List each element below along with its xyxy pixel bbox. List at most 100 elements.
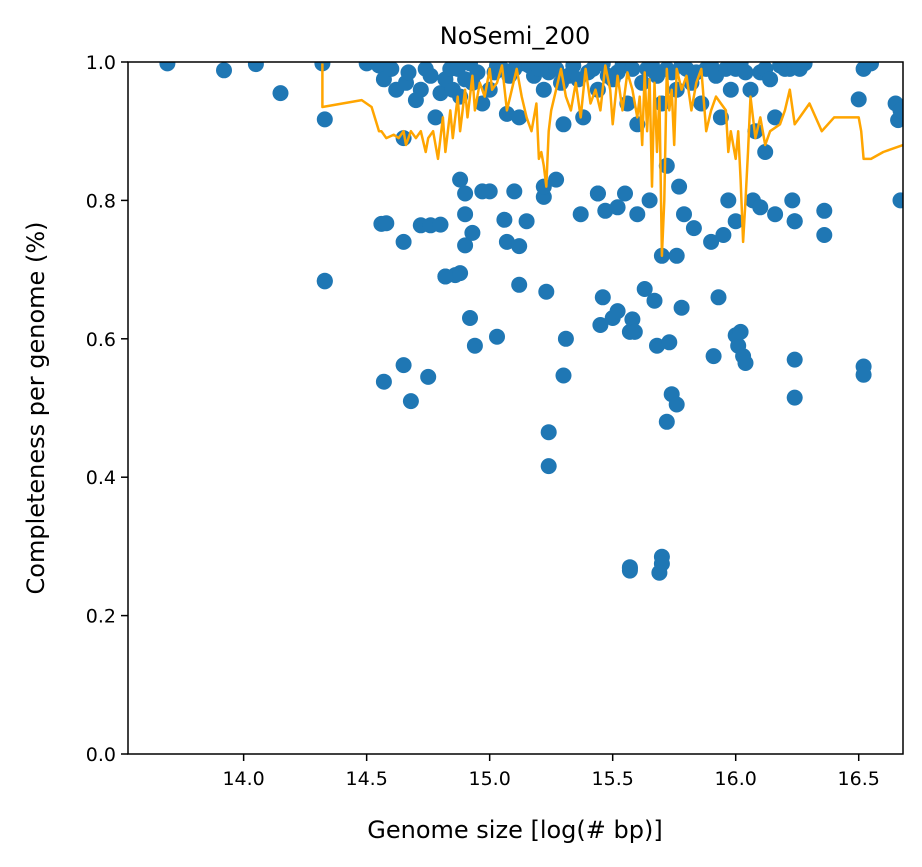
x-axis: 14.0 14.5 15.0 15.5 16.0 16.5 — [222, 754, 880, 790]
data-point — [685, 220, 702, 237]
data-point — [658, 157, 675, 174]
data-point — [742, 81, 759, 98]
data-point — [511, 276, 528, 293]
data-point — [518, 213, 535, 230]
data-point — [767, 206, 784, 223]
data-point — [720, 192, 737, 209]
data-point — [432, 85, 449, 102]
data-point — [432, 216, 449, 233]
data-point — [757, 144, 774, 160]
data-point — [575, 109, 592, 126]
data-point — [498, 233, 515, 250]
data-point — [722, 81, 739, 98]
data-point — [216, 62, 232, 79]
data-point — [378, 215, 395, 232]
data-point — [548, 171, 565, 188]
data-point — [540, 424, 557, 441]
data-point — [400, 64, 417, 81]
data-point — [247, 62, 264, 73]
x-tick-label: 15.5 — [592, 768, 634, 790]
data-point — [636, 281, 653, 297]
data-point — [609, 199, 626, 216]
data-point — [457, 206, 474, 223]
data-point — [555, 116, 572, 133]
x-axis-label: Genome size [log(# bp)] — [367, 816, 662, 844]
data-point — [641, 192, 658, 209]
data-point — [592, 317, 609, 333]
data-point — [489, 328, 505, 345]
data-point — [538, 283, 555, 300]
data-point — [383, 62, 400, 77]
data-point — [506, 183, 523, 200]
data-point — [786, 213, 803, 230]
data-point — [710, 289, 727, 306]
data-point — [402, 393, 419, 410]
y-tick-label: 0.2 — [86, 606, 116, 628]
data-point — [371, 62, 387, 74]
y-axis-label: Completeness per genome (%) — [22, 222, 50, 595]
data-point — [375, 373, 392, 390]
data-point — [658, 413, 675, 430]
x-tick-label: 15.0 — [469, 768, 511, 790]
y-tick-label: 0.4 — [86, 467, 116, 489]
chart-title: NoSemi_200 — [440, 22, 591, 50]
data-point — [457, 237, 474, 254]
data-point — [511, 238, 528, 255]
data-point — [427, 109, 444, 126]
data-point — [498, 105, 515, 122]
data-point — [693, 95, 710, 112]
data-point — [452, 171, 469, 188]
data-point — [786, 389, 803, 406]
data-point — [437, 268, 454, 285]
axes-frame — [127, 61, 904, 755]
y-tick-label: 1.0 — [86, 52, 116, 74]
data-point — [784, 192, 801, 209]
data-point — [703, 233, 720, 250]
data-point — [676, 206, 692, 223]
data-point — [705, 348, 722, 365]
data-point — [634, 74, 651, 91]
y-tick-label: 0.6 — [86, 329, 116, 351]
data-point — [572, 206, 589, 223]
data-point — [668, 396, 685, 413]
data-point — [316, 273, 333, 290]
data-point — [892, 102, 903, 119]
data-point — [412, 81, 429, 98]
data-point — [727, 213, 744, 230]
data-point — [609, 303, 626, 320]
data-point — [466, 337, 483, 354]
data-point — [511, 109, 528, 126]
data-point — [646, 292, 663, 309]
data-point — [626, 323, 643, 340]
data-point — [863, 62, 879, 72]
data-point — [752, 199, 769, 216]
data-point — [621, 560, 638, 577]
data-point — [892, 192, 903, 209]
data-point — [671, 178, 688, 195]
x-tick-label: 16.0 — [715, 768, 757, 790]
data-point — [661, 334, 678, 351]
data-point — [624, 311, 641, 328]
data-point — [462, 310, 478, 326]
data-point — [762, 71, 779, 88]
data-point — [395, 233, 412, 250]
data-point — [855, 366, 872, 383]
data-point — [629, 206, 646, 223]
data-point — [481, 183, 498, 200]
data-point — [715, 227, 732, 243]
x-tick-label: 16.5 — [838, 768, 880, 790]
trend-line — [321, 63, 903, 258]
data-point — [594, 289, 611, 306]
data-point — [358, 62, 375, 72]
plot-area — [159, 62, 903, 581]
data-point — [420, 368, 437, 385]
data-point — [850, 91, 867, 108]
data-point — [673, 299, 690, 316]
data-point — [422, 67, 439, 84]
data-point — [737, 64, 754, 81]
data-point — [535, 178, 552, 195]
data-point — [589, 185, 606, 202]
y-tick-label: 0.8 — [86, 190, 116, 212]
data-point — [649, 337, 665, 354]
